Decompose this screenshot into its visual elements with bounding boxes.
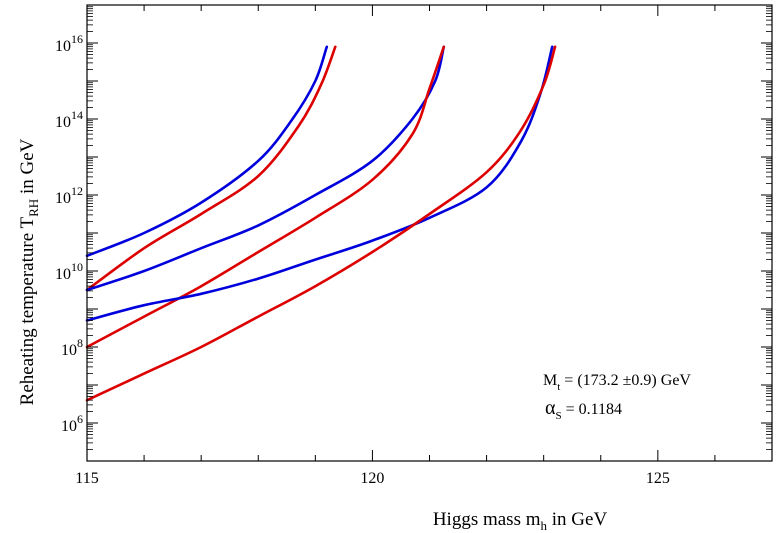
annotation-alpha-s: αS = 0.1184 xyxy=(545,397,622,422)
annotation-alpha-s-main: α xyxy=(545,397,556,419)
series-line-5 xyxy=(85,45,554,322)
y-axis-label-main: Reheating temperature T xyxy=(17,216,38,405)
annotation-top-mass: Mt = (173.2 ±0.9) GeV xyxy=(543,372,691,393)
series-line-4 xyxy=(85,45,446,349)
y-tick-label-12: 1012 xyxy=(55,184,83,207)
annotation-top-mass-tail: = (173.2 ±0.9) GeV xyxy=(560,372,691,389)
series-line-1 xyxy=(85,45,329,258)
y-tick-label-8: 108 xyxy=(61,336,83,359)
y-tick-label-10: 1010 xyxy=(55,260,83,283)
x-axis-label: Higgs mass mh in GeV xyxy=(433,509,608,533)
y-axis-label-tail: in GeV xyxy=(17,138,38,198)
axis-ticks: 115 120 125 106 108 1010 1012 1014 1016 xyxy=(55,4,773,487)
x-axis-label-tail: in GeV xyxy=(547,509,607,530)
x-tick-label-125: 125 xyxy=(646,470,670,487)
annotation-top-mass-main: M xyxy=(543,372,557,389)
plot-frame xyxy=(86,4,773,462)
x-axis-label-main: Higgs mass m xyxy=(433,509,541,530)
annotation-alpha-s-tail: = 0.1184 xyxy=(562,401,622,418)
y-tick-label-14: 1014 xyxy=(55,108,83,131)
series-layer xyxy=(85,45,557,402)
x-axis-label-sub: h xyxy=(541,518,548,533)
annotation-alpha-s-sub: S xyxy=(555,410,561,422)
y-axis-label: Reheating temperature TRH in GeV xyxy=(17,138,41,405)
x-tick-label-115: 115 xyxy=(75,470,98,487)
y-axis-label-sub: RH xyxy=(26,199,41,217)
series-line-2 xyxy=(85,45,337,292)
annotation-top-mass-sub: t xyxy=(557,381,560,393)
series-line-6 xyxy=(85,45,557,402)
y-tick-label-16: 1016 xyxy=(55,32,83,55)
y-tick-label-6: 106 xyxy=(61,412,83,435)
x-tick-label-120: 120 xyxy=(360,470,384,487)
